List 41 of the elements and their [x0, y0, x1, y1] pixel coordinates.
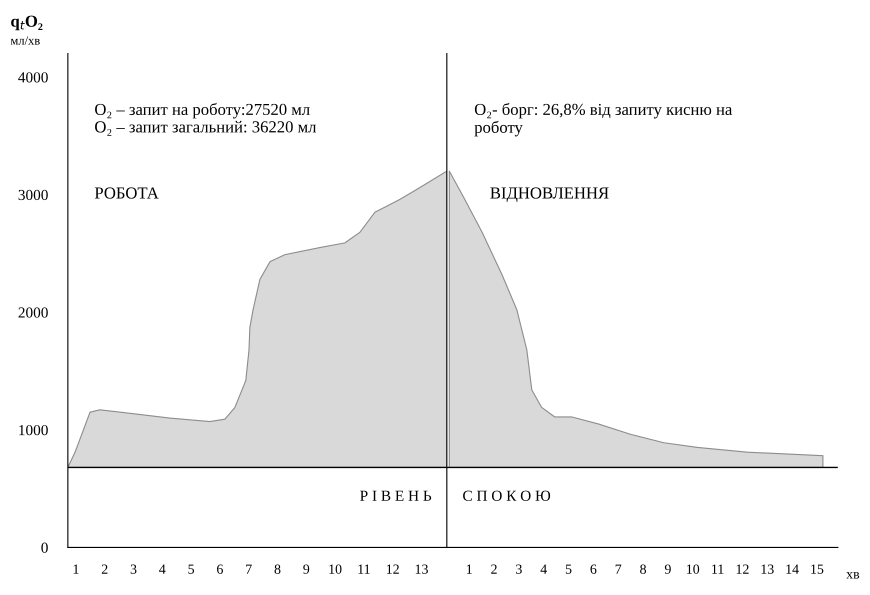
x-tick-label: 8 — [640, 564, 646, 574]
x-tick-label: 11 — [358, 564, 370, 574]
x-tick-label: 5 — [566, 564, 572, 574]
x-tick-label: 1 — [466, 564, 472, 574]
y-tick-label: 3000 — [18, 190, 48, 200]
y-tick-label: 0 — [41, 542, 48, 553]
x-tick-label: 4 — [540, 564, 547, 574]
x-axis-title: хв — [846, 572, 860, 579]
x-tick-label: 12 — [736, 564, 749, 574]
x-tick-label: 6 — [590, 564, 596, 574]
y-tick-label: 2000 — [18, 307, 48, 318]
annotation: O₂ – запит на роботу:27520 мл O₂ – запит загальний: 36220 мл — [95, 102, 316, 136]
annotation: С П О К О Ю — [463, 490, 550, 501]
x-tick-label: 9 — [303, 564, 310, 574]
annotation: O₂- борг: 26,8% від запиту кисню на роботу — [474, 102, 732, 136]
x-tick-label: 6 — [217, 564, 223, 574]
x-tick-label: 1 — [74, 564, 79, 574]
x-tick-label: 8 — [274, 564, 280, 574]
x-tick-label: 13 — [762, 564, 774, 574]
x-tick-label: 9 — [664, 564, 671, 574]
x-tick-label: 5 — [188, 564, 194, 574]
annotation: ВІДНОВЛЕННЯ — [490, 187, 609, 202]
x-tick-label: 13 — [416, 564, 428, 574]
x-tick-label: 4 — [159, 564, 166, 574]
y-tick-label: 1000 — [19, 424, 48, 436]
x-tick-label: 3 — [516, 564, 522, 574]
y-axis-title: q$_{t}$O₂ мл/хв — [10, 16, 42, 45]
y-tick-label: 4000 — [18, 72, 48, 83]
x-tick-label: 10 — [687, 564, 700, 574]
x-tick-label: 2 — [491, 564, 497, 574]
x-tick-label: 10 — [329, 564, 342, 574]
x-tick-label: 7 — [246, 564, 252, 574]
x-tick-label: 12 — [386, 564, 399, 574]
x-tick-label: 15 — [811, 564, 824, 574]
x-tick-label: 7 — [616, 564, 622, 574]
annotation: Р І В Е Н Ь — [360, 490, 432, 501]
x-tick-label: 11 — [712, 564, 724, 574]
x-tick-label: 2 — [102, 564, 108, 574]
annotation: РОБОТА — [94, 187, 159, 199]
x-tick-label: 3 — [130, 564, 136, 574]
x-tick-label: 14 — [786, 564, 799, 574]
